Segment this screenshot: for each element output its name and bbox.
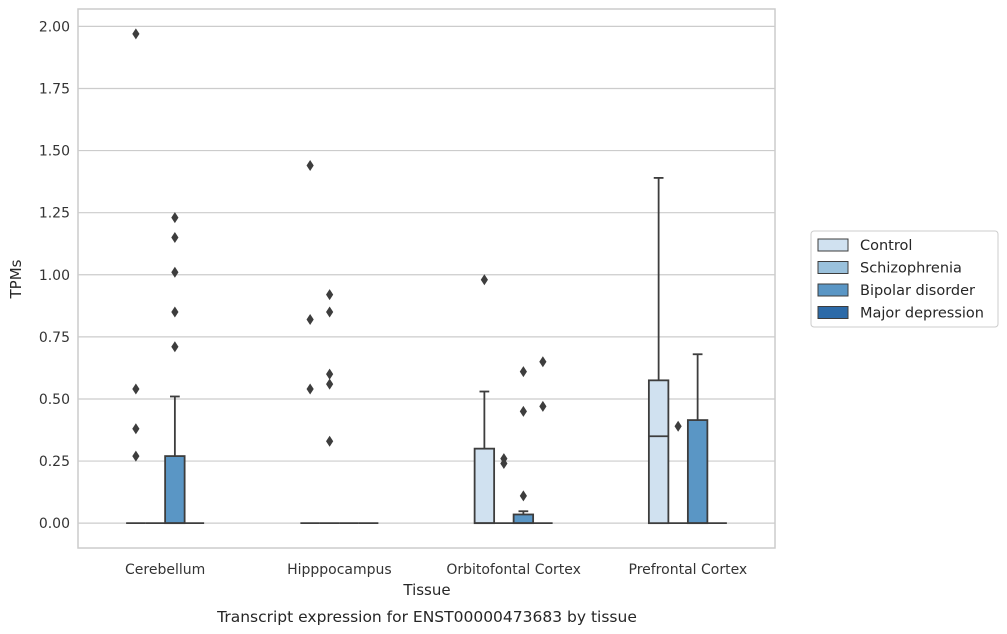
outlier-point (306, 383, 314, 395)
box (647, 379, 670, 525)
y-tick-label: 1.00 (39, 268, 70, 284)
legend-label: Bipolar disorder (860, 283, 975, 299)
outlier-point (500, 453, 508, 465)
outlier-point (519, 366, 527, 378)
outlier-point (326, 368, 334, 380)
outlier-point (539, 400, 547, 412)
outlier-point (306, 313, 314, 325)
legend-swatch (817, 283, 849, 297)
outlier-point (171, 341, 179, 353)
outlier-point (326, 289, 334, 301)
outlier-point (132, 383, 140, 395)
y-tick-label: 0.00 (39, 516, 70, 532)
box (473, 447, 496, 525)
x-tick-label: Prefrontal Cortex (629, 562, 748, 578)
box (164, 455, 186, 525)
outlier-point (674, 420, 682, 432)
outlier-point (519, 405, 527, 417)
y-tick-label: 0.50 (39, 392, 70, 408)
x-axis-title: Tissue (402, 581, 450, 599)
y-tick-label: 1.75 (39, 81, 70, 97)
outlier-point (132, 423, 140, 435)
outlier-points (132, 28, 682, 502)
plot-frame (77, 8, 776, 549)
outlier-point (519, 490, 527, 502)
outlier-point (171, 232, 179, 244)
legend-label: Schizophrenia (860, 261, 962, 277)
y-axis-title: TPMs (7, 259, 25, 299)
y-tick-label: 0.25 (39, 454, 70, 470)
y-axis-ticks: 0.00 0.25 0.50 0.75 1.00 1.25 1.50 1.75 2.00 (39, 19, 70, 532)
x-tick-label: Hipppocampus (287, 562, 392, 578)
grid-lines (78, 25, 775, 524)
outlier-point (539, 356, 547, 368)
outlier-point (326, 435, 334, 447)
outlier-point (171, 212, 179, 224)
y-tick-label: 0.75 (39, 330, 70, 346)
y-tick-label: 1.50 (39, 144, 70, 160)
y-tick-label: 1.25 (39, 206, 70, 222)
legend-swatch (817, 306, 849, 319)
legend-label: Control (860, 238, 912, 254)
legend-frame (810, 230, 999, 328)
legend-swatch (817, 238, 849, 252)
outlier-point (171, 306, 179, 318)
x-tick-label: Orbitofontal Cortex (446, 562, 581, 578)
x-tick-label: Cerebellum (125, 562, 205, 578)
legend-label: Major depression (860, 306, 984, 322)
box (686, 419, 709, 525)
outlier-point (171, 266, 179, 278)
legend-swatch (817, 261, 849, 274)
outlier-point (306, 159, 314, 171)
x-axis-ticks: Cerebellum Hipppocampus Orbitofontal Corte… (125, 562, 747, 578)
box-series (126, 177, 727, 525)
outlier-point (326, 306, 334, 318)
outlier-point (326, 378, 334, 390)
outlier-point (132, 28, 140, 40)
legend: Control Schizophrenia Bipolar disorder Majo… (810, 230, 999, 328)
chart-caption: Transcript expression for ENST0000047368… (216, 608, 637, 626)
outlier-point (132, 450, 140, 462)
y-tick-label: 2.00 (39, 19, 70, 35)
outlier-point (480, 274, 488, 286)
box (512, 513, 535, 525)
